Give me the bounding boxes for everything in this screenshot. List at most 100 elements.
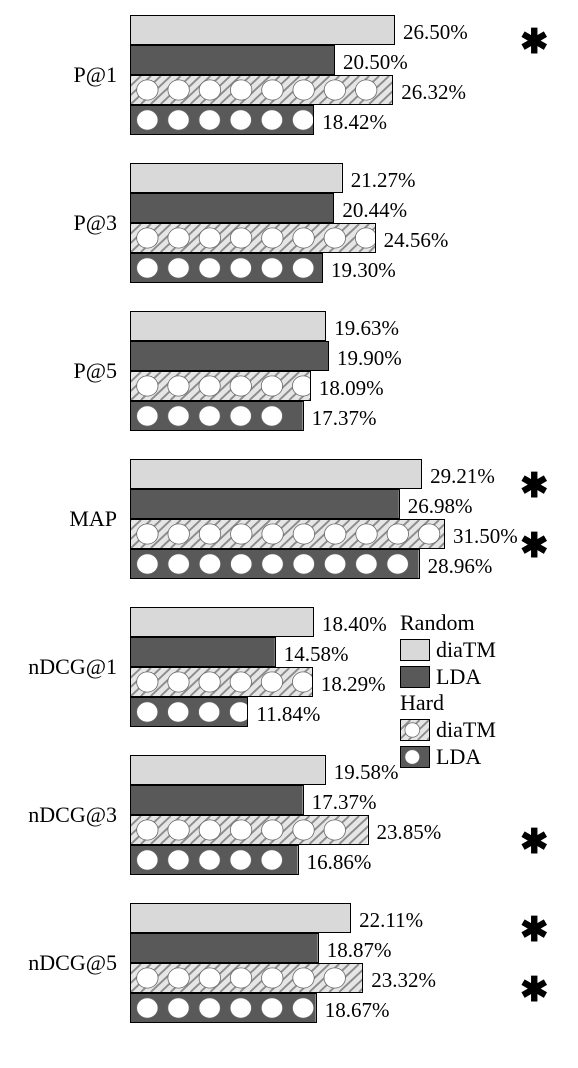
bar-value-label: 18.40% [322, 612, 387, 637]
bar-value-label: 18.29% [321, 672, 386, 697]
significance-star-icon: ✱ [520, 470, 549, 504]
bar [130, 371, 311, 401]
bars-area: 19.58%17.37%23.85%16.86%✱ [130, 755, 460, 875]
bars-area: 29.21%26.98%31.50%28.96%✱✱ [130, 459, 460, 579]
bar-value-label: 18.67% [325, 998, 390, 1023]
bar-value-label: 19.30% [331, 258, 396, 283]
bar-value-label: 23.32% [371, 968, 436, 993]
bar [130, 489, 400, 519]
bar-row: 26.50% [130, 15, 460, 45]
bar [130, 845, 299, 875]
legend-item: LDA [400, 744, 496, 770]
bar-row: 17.37% [130, 401, 460, 431]
bar-value-label: 19.63% [334, 316, 399, 341]
bar-value-label: 20.44% [342, 198, 407, 223]
significance-star-icon: ✱ [520, 530, 549, 564]
bar-value-label: 29.21% [430, 464, 495, 489]
bar-value-label: 26.98% [408, 494, 473, 519]
groups-container: P@126.50%20.50%26.32%18.42%✱P@321.27%20.… [10, 15, 568, 1023]
bar-row: 17.37% [130, 785, 460, 815]
bar-row: 29.21% [130, 459, 460, 489]
bar [130, 637, 276, 667]
bar-value-label: 23.85% [377, 820, 442, 845]
metric-group: nDCG@3 19.58% 17.37%23.85%16.86% ✱ [10, 755, 568, 875]
significance-star-icon: ✱ [520, 826, 549, 860]
metric-label: nDCG@3 [10, 802, 123, 828]
bar-value-label: 18.42% [322, 110, 387, 135]
bar [130, 697, 248, 727]
bar [130, 607, 314, 637]
bars-area: 21.27% 20.44% 24.56% 19.30% [130, 163, 460, 283]
legend-item-label: LDA [436, 744, 481, 770]
metric-label: MAP [10, 506, 123, 532]
legend-swatch [400, 719, 430, 741]
bar-row: 28.96% [130, 549, 460, 579]
bar [130, 459, 422, 489]
bar-row: 24.56% [130, 223, 460, 253]
legend-swatch [400, 639, 430, 661]
legend-item: diaTM [400, 717, 496, 743]
legend-group-title: Hard [400, 690, 496, 716]
bar-value-label: 26.50% [403, 20, 468, 45]
bar [130, 755, 326, 785]
legend-item-label: LDA [436, 664, 481, 690]
bar-value-label: 21.27% [351, 168, 416, 193]
metric-group: P@5 19.63% 19.90%18.09%17.37% [10, 311, 568, 431]
bar [130, 15, 395, 45]
bar [130, 401, 304, 431]
bar [130, 193, 334, 223]
bar [130, 549, 420, 579]
bar-value-label: 14.58% [284, 642, 349, 667]
bar [130, 785, 304, 815]
bars-area: 19.63% 19.90%18.09%17.37% [130, 311, 460, 431]
bar-value-label: 28.96% [428, 554, 493, 579]
metric-label: P@5 [10, 358, 123, 384]
bar-row: 19.63% [130, 311, 460, 341]
legend-item-label: diaTM [436, 717, 496, 743]
bar-value-label: 19.58% [334, 760, 399, 785]
bar [130, 75, 393, 105]
bar-row: 18.09% [130, 371, 460, 401]
bar-row: 26.98% [130, 489, 460, 519]
bar-row: 20.44% [130, 193, 460, 223]
bar-row: 23.85% [130, 815, 460, 845]
bar [130, 815, 369, 845]
legend-swatch [400, 666, 430, 688]
metric-label: nDCG@5 [10, 950, 123, 976]
bars-area: 22.11%18.87%23.32%18.67%✱✱ [130, 903, 460, 1023]
metric-label: P@3 [10, 210, 123, 236]
bar [130, 519, 445, 549]
bar [130, 963, 363, 993]
bar-value-label: 19.90% [337, 346, 402, 371]
bar-value-label: 18.87% [327, 938, 392, 963]
metric-group: P@3 21.27% 20.44% 24.56% 19.30% [10, 163, 568, 283]
bar-value-label: 22.11% [359, 908, 423, 933]
significance-star-icon: ✱ [520, 914, 549, 948]
bar-value-label: 31.50% [453, 524, 518, 549]
legend-item-label: diaTM [436, 637, 496, 663]
bar-value-label: 24.56% [384, 228, 449, 253]
bar-value-label: 17.37% [312, 790, 377, 815]
bar-row: 18.87% [130, 933, 460, 963]
metric-group: nDCG@522.11%18.87%23.32%18.67%✱✱ [10, 903, 568, 1023]
bar-row: 22.11% [130, 903, 460, 933]
legend-item: diaTM [400, 637, 496, 663]
bar-value-label: 20.50% [343, 50, 408, 75]
bar [130, 253, 323, 283]
bar [130, 993, 317, 1023]
bar-row: 23.32% [130, 963, 460, 993]
bar-value-label: 26.32% [401, 80, 466, 105]
bar-value-label: 16.86% [307, 850, 372, 875]
metric-group: MAP29.21%26.98%31.50%28.96%✱✱ [10, 459, 568, 579]
legend-item: LDA [400, 664, 496, 690]
bar [130, 163, 343, 193]
bar-row: 19.30% [130, 253, 460, 283]
bar-row: 16.86% [130, 845, 460, 875]
bar [130, 903, 351, 933]
bar-row: 21.27% [130, 163, 460, 193]
bar-row: 20.50% [130, 45, 460, 75]
grouped-horizontal-bar-chart: P@126.50%20.50%26.32%18.42%✱P@321.27%20.… [0, 0, 578, 1068]
bar-value-label: 11.84% [256, 702, 320, 727]
bars-area: 26.50%20.50%26.32%18.42%✱ [130, 15, 460, 135]
bar [130, 223, 376, 253]
